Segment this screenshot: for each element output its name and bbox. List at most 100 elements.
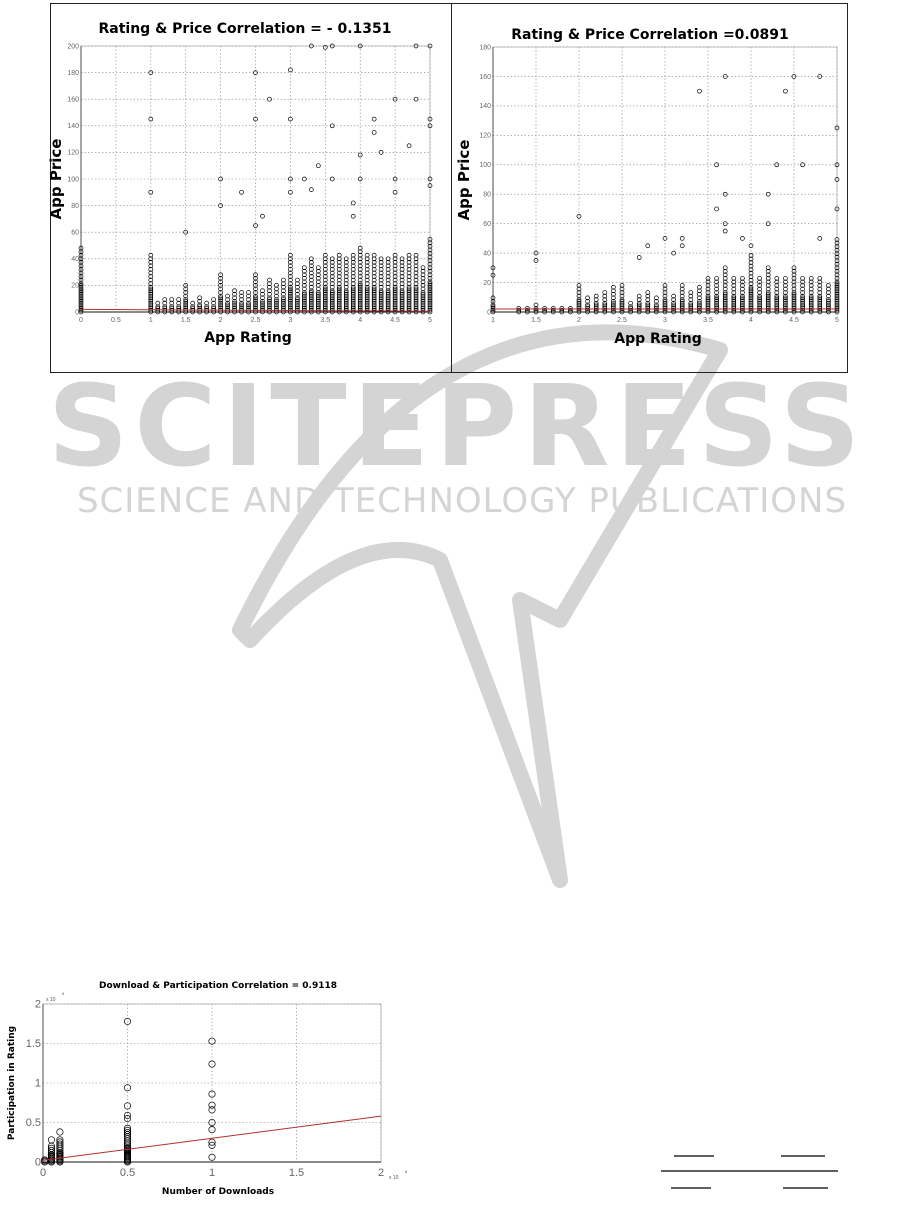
x-tick-label: 1	[209, 1167, 215, 1179]
data-point	[371, 252, 377, 258]
data-point	[705, 293, 711, 299]
data-point	[392, 295, 398, 301]
data-point	[826, 307, 831, 313]
data-point	[834, 240, 840, 246]
data-point	[308, 267, 314, 272]
data-point	[427, 281, 433, 286]
data-point	[688, 302, 694, 308]
data-point	[420, 307, 426, 313]
data-point	[413, 302, 419, 308]
data-point	[371, 293, 377, 299]
data-point	[350, 304, 356, 310]
data-point	[645, 290, 651, 295]
data-point	[774, 283, 780, 288]
data-point	[169, 304, 175, 310]
data-point	[576, 283, 582, 288]
y-multiplier: x 10	[46, 997, 56, 1003]
data-point	[817, 295, 823, 301]
data-point	[162, 297, 168, 302]
data-point	[427, 291, 433, 297]
data-point	[183, 297, 189, 302]
data-point	[808, 306, 814, 311]
data-point	[371, 256, 377, 262]
data-point	[385, 259, 391, 265]
data-point	[550, 307, 556, 313]
data-point	[413, 300, 419, 306]
data-point	[308, 295, 314, 301]
data-point	[399, 307, 405, 313]
data-point	[800, 276, 805, 281]
data-point	[774, 286, 780, 292]
data-point	[413, 284, 419, 290]
data-point	[288, 263, 293, 269]
data-point	[343, 288, 349, 294]
data-point	[731, 293, 737, 299]
data-point	[302, 300, 307, 306]
data-point	[662, 286, 668, 292]
data-point	[808, 300, 814, 306]
data-point	[722, 286, 728, 292]
data-point	[78, 270, 84, 276]
data-point	[490, 299, 496, 304]
data-point	[826, 300, 831, 306]
data-point	[714, 295, 719, 301]
data-point	[834, 302, 840, 308]
data-point	[800, 295, 805, 301]
data-point	[302, 272, 307, 278]
data-point	[413, 299, 419, 304]
x-tick-label: 1.5	[181, 317, 191, 324]
data-point	[392, 307, 398, 313]
data-point	[148, 302, 154, 308]
data-point	[714, 279, 719, 285]
data-point	[350, 284, 356, 290]
data-point	[267, 277, 272, 283]
data-point	[364, 291, 370, 297]
data-point	[183, 304, 189, 310]
data-point	[371, 309, 377, 315]
data-point	[148, 291, 154, 297]
data-point	[406, 309, 412, 315]
data-point	[834, 281, 840, 287]
data-point	[288, 295, 293, 301]
data-point	[399, 277, 405, 283]
data-point	[336, 274, 342, 279]
data-point	[765, 279, 771, 285]
data-point	[688, 290, 694, 295]
data-point	[688, 307, 694, 313]
data-point	[336, 288, 342, 294]
data-point	[253, 297, 258, 302]
data-point	[800, 279, 805, 285]
data-point	[705, 300, 711, 306]
data-point	[392, 270, 398, 276]
data-point	[336, 284, 342, 290]
data-point	[722, 300, 728, 306]
data-point	[413, 306, 419, 311]
data-point	[427, 183, 433, 188]
data-point	[371, 291, 377, 297]
x-tick-label: 0.5	[111, 317, 121, 324]
data-point	[406, 290, 412, 295]
data-point	[343, 277, 349, 283]
data-point	[576, 293, 582, 299]
data-point	[817, 74, 823, 79]
data-point	[679, 293, 685, 299]
data-point	[392, 189, 398, 195]
data-point	[302, 291, 307, 297]
data-point	[679, 283, 685, 288]
x-tick-label: 3.5	[703, 317, 713, 324]
data-point	[399, 288, 405, 294]
data-point	[343, 284, 349, 290]
data-point	[679, 286, 685, 292]
data-point	[593, 306, 599, 311]
data-point	[783, 306, 788, 311]
data-point	[322, 277, 328, 283]
data-point	[688, 309, 694, 315]
data-point	[308, 297, 314, 302]
data-point	[392, 267, 398, 272]
data-point	[378, 150, 384, 155]
data-point	[350, 300, 356, 306]
data-point	[322, 293, 328, 299]
data-point	[765, 299, 771, 304]
data-point	[364, 302, 370, 308]
